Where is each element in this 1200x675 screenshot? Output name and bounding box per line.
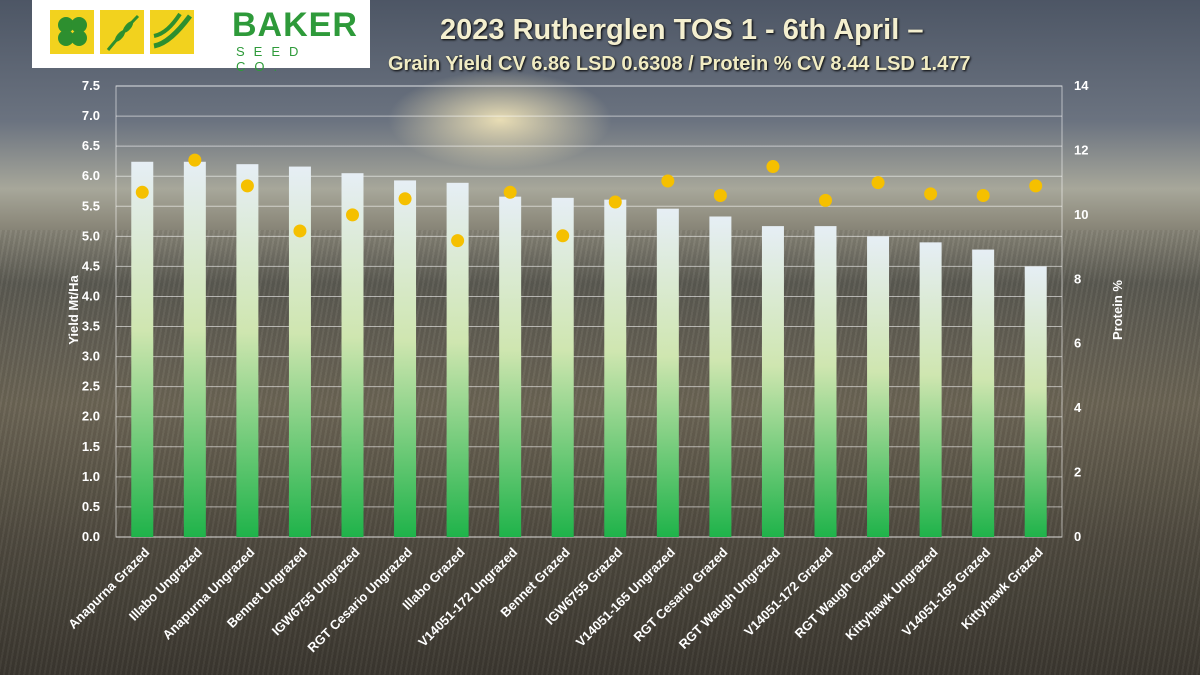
protein-point — [713, 189, 727, 203]
category-label: RGT Cesario Ungrazed — [304, 544, 415, 655]
y-tick-label: 4.0 — [82, 288, 100, 303]
protein-point — [1029, 179, 1043, 193]
category-label: V14051-165 Grazed — [899, 544, 993, 638]
logo-wordmark: BAKER — [232, 6, 358, 44]
protein-point — [661, 174, 675, 188]
category-label: V14051-165 Ungrazed — [573, 544, 678, 649]
y-tick-label: 2.5 — [82, 379, 100, 394]
yield-bar — [288, 166, 311, 537]
y-tick-label: 0.5 — [82, 499, 100, 514]
y-tick-label: 3.0 — [82, 349, 100, 364]
protein-point — [924, 187, 938, 201]
protein-point — [346, 208, 359, 222]
y2-tick-label: 2 — [1074, 465, 1081, 480]
y-tick-label: 1.0 — [82, 469, 100, 484]
yield-bar — [183, 161, 206, 537]
yield-bar — [499, 196, 522, 538]
protein-point — [819, 193, 832, 207]
category-label: V14051-172 Grazed — [741, 544, 835, 638]
yield-bar — [709, 216, 732, 538]
gridlines — [115, 85, 1063, 538]
y-tick-label: 7.5 — [82, 78, 100, 93]
protein-point — [766, 160, 780, 174]
category-label: RGT Waugh Grazed — [792, 544, 889, 641]
y-tick-label: 4.5 — [82, 258, 100, 273]
category-label: RGT Waugh Ungrazed — [676, 544, 783, 651]
yield-bar — [131, 161, 154, 537]
y-tick-label: 6.5 — [82, 138, 100, 153]
protein-point — [398, 192, 412, 206]
protein-point — [135, 185, 149, 199]
chart-title: 2023 Rutherglen TOS 1 - 6th April – — [440, 14, 924, 46]
y2-tick-label: 4 — [1074, 400, 1082, 415]
category-label: Kittyhawk Ungrazed — [842, 544, 941, 643]
y2-tick-label: 6 — [1074, 336, 1081, 351]
right-axis-ticks: 0 2 4 6 8 10 12 14 — [1074, 78, 1089, 544]
yield-bar — [656, 208, 679, 537]
yield-bar — [867, 236, 890, 538]
y2-tick-label: 0 — [1074, 529, 1081, 544]
y-axis-title: Yield Mt/Ha — [66, 274, 81, 344]
y-tick-label: 2.0 — [82, 409, 100, 424]
y-tick-label: 1.5 — [82, 439, 100, 454]
yield-bar — [604, 199, 627, 538]
y-tick-label: 5.5 — [82, 198, 100, 213]
protein-point — [608, 195, 622, 209]
logo-tagline: SEED CO. — [236, 44, 308, 74]
yield-bar — [551, 197, 574, 537]
category-label: RGT Cesario Grazed — [630, 544, 730, 644]
yield-bar — [236, 164, 259, 537]
y2-tick-label: 10 — [1074, 207, 1088, 222]
y-tick-label: 3.5 — [82, 319, 100, 334]
y-tick-label: 6.0 — [82, 168, 100, 183]
protein-point — [240, 179, 254, 193]
y-tick-label: 7.0 — [82, 108, 100, 123]
left-axis-ticks: 0.0 0.5 1.0 1.5 2.0 2.5 3.0 3.5 4.0 4.5 5.0 5.5 6.0 6… — [82, 78, 100, 544]
y2-axis-title: Protein % — [1110, 280, 1125, 340]
yield-bar — [446, 182, 469, 537]
y2-tick-label: 12 — [1074, 142, 1088, 157]
protein-point — [188, 153, 202, 167]
yield-bar — [1024, 266, 1047, 537]
y-tick-label: 0.0 — [82, 529, 100, 544]
y2-tick-label: 8 — [1074, 271, 1081, 286]
protein-point — [503, 185, 517, 199]
yield-bar — [394, 180, 417, 537]
yield-bar — [972, 249, 995, 537]
protein-point — [451, 234, 465, 248]
y-tick-label: 5.0 — [82, 228, 100, 243]
y2-tick-label: 14 — [1074, 78, 1089, 93]
yield-bar — [341, 173, 364, 537]
category-label: IGW6755 Ungrazed — [269, 544, 363, 638]
seed-pod-icon — [150, 10, 194, 54]
category-label: Anapurna Ungrazed — [160, 544, 258, 642]
category-label: V14051-172 Ungrazed — [415, 544, 520, 649]
yield-bar — [761, 226, 784, 538]
protein-dots — [135, 153, 1043, 248]
protein-point — [293, 224, 307, 238]
protein-point — [556, 229, 570, 243]
yield-bar — [814, 226, 837, 538]
clover-leaf-icon — [50, 10, 94, 54]
wheat-icon — [100, 10, 144, 54]
yield-bar — [919, 242, 942, 537]
protein-point — [871, 176, 885, 190]
baker-seed-logo: BAKER SEED CO. — [32, 0, 370, 74]
chart-subtitle: Grain Yield CV 6.86 LSD 0.6308 / Protein… — [388, 53, 971, 75]
protein-point — [976, 189, 990, 203]
yield-bars — [131, 161, 1047, 538]
